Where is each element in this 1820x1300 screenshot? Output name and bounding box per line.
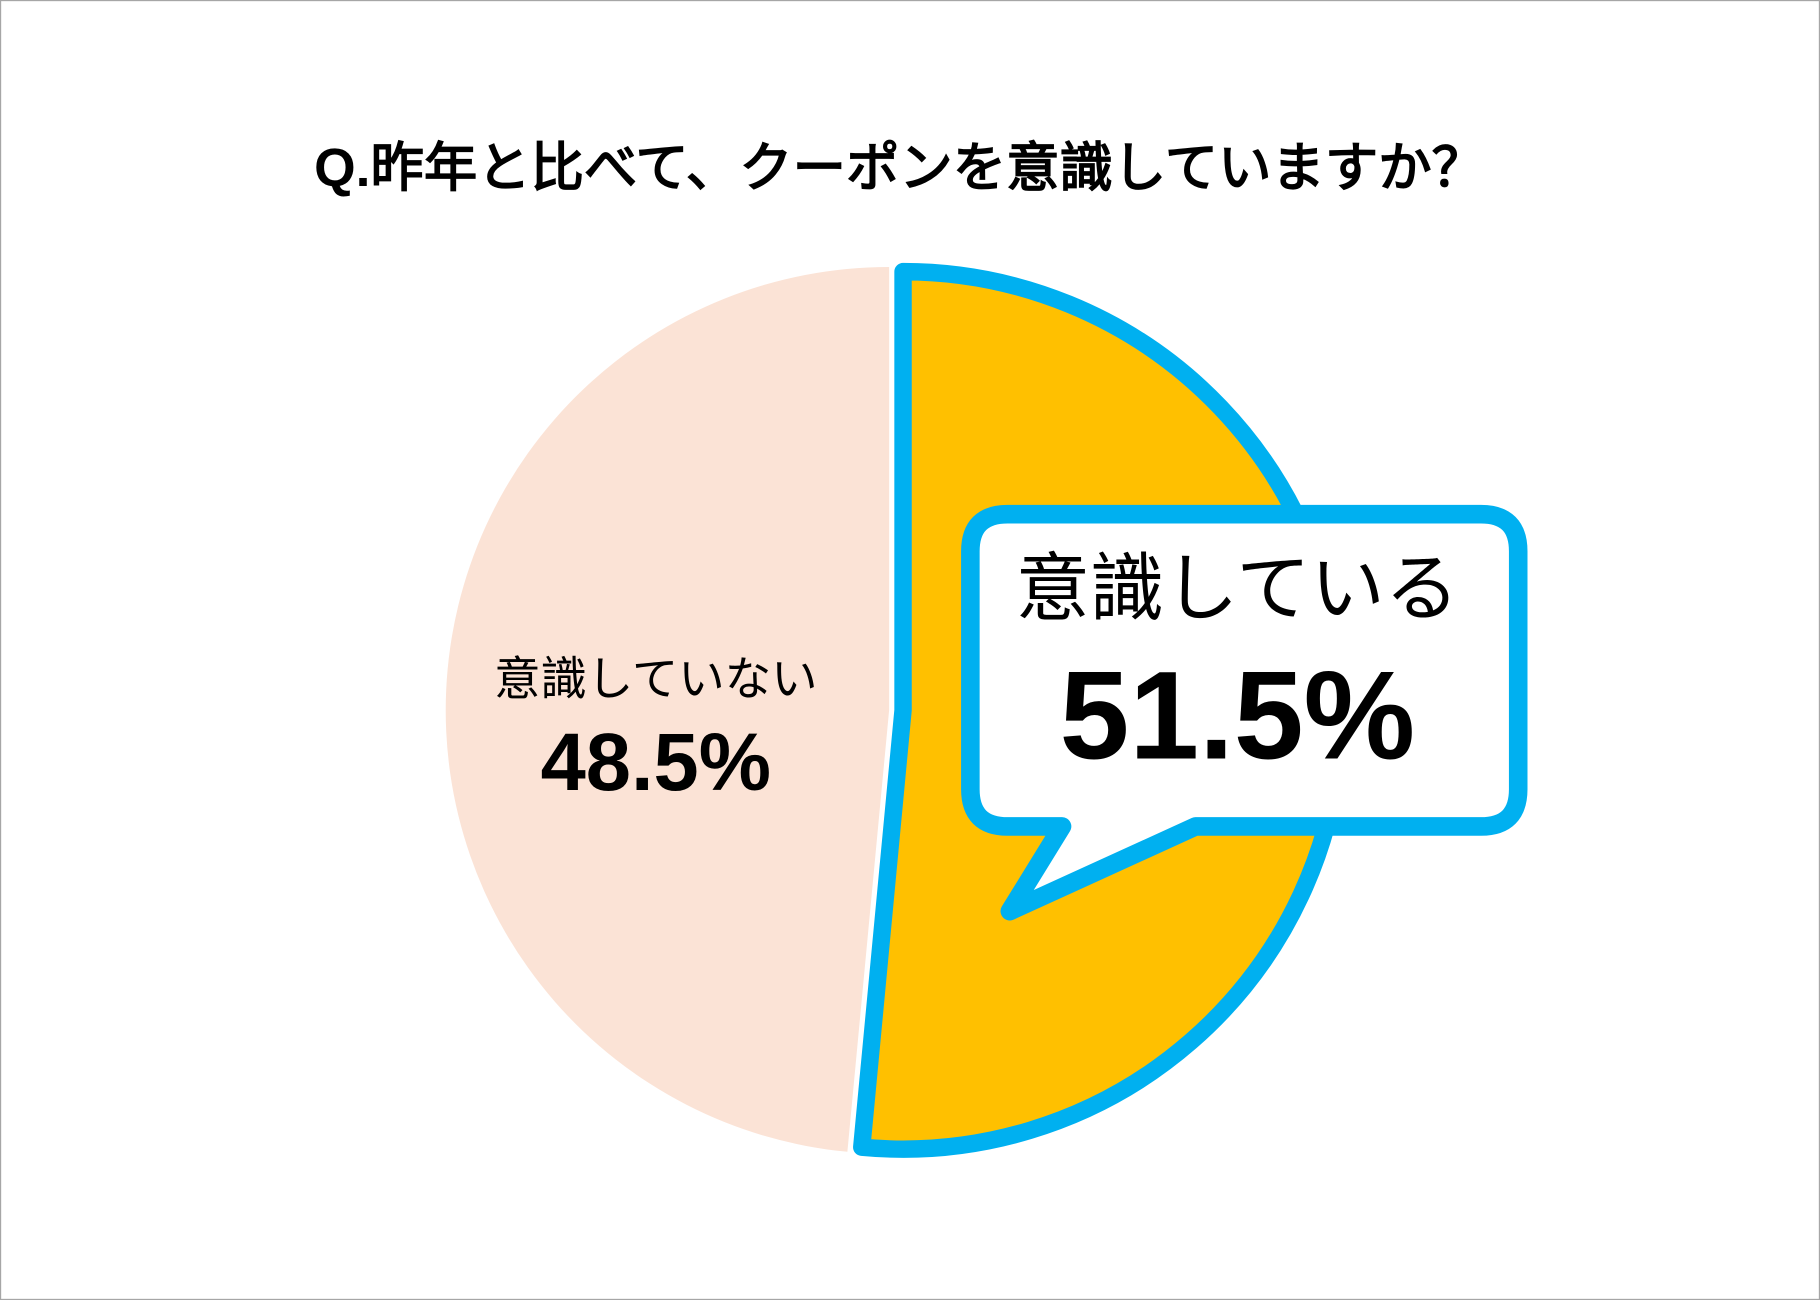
slice-label: 意識していない — [494, 653, 817, 705]
pie-slice — [445, 266, 890, 1152]
labels: 意識している 51.5% 意識していない 48.5% — [494, 504, 1528, 921]
callout — [961, 504, 1528, 921]
value-label: 48.5% — [541, 717, 771, 808]
value-label: 51.5% — [1060, 646, 1415, 786]
slice-label: 意識している — [1016, 547, 1459, 630]
chart-title: Q.昨年と比べて、クーポンを意識していますか？ — [314, 139, 1485, 198]
